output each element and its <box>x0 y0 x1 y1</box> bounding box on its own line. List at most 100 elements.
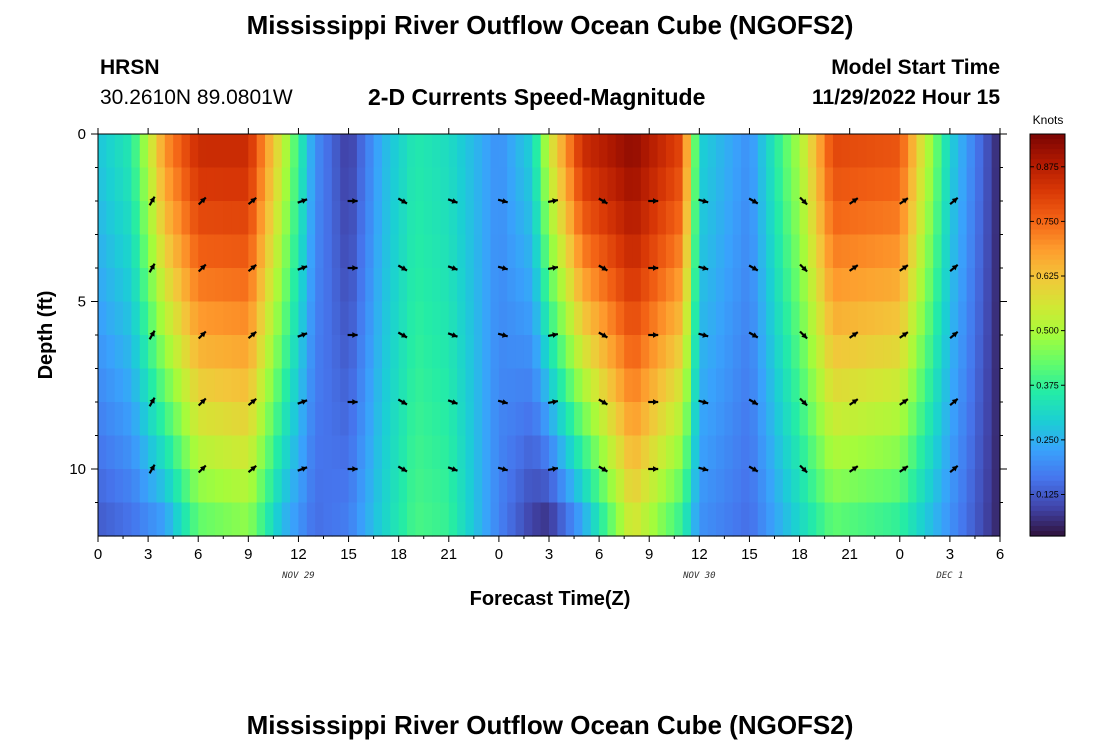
heatmap-cell <box>423 502 433 537</box>
heatmap-cell <box>114 234 124 269</box>
heatmap-cell <box>966 335 976 370</box>
heatmap-cell <box>181 234 191 269</box>
heatmap-cell <box>256 301 266 336</box>
heatmap-cell <box>741 335 751 370</box>
heatmap-cell <box>540 167 550 202</box>
heatmap-cell <box>657 301 667 336</box>
heatmap-cell <box>824 301 834 336</box>
heatmap-cell <box>782 268 792 303</box>
heatmap-cell <box>883 402 893 437</box>
heatmap-cell <box>774 301 784 336</box>
heatmap-cell <box>490 402 500 437</box>
heatmap-cell <box>883 435 893 470</box>
heatmap-cell <box>983 402 993 437</box>
heatmap-cell <box>373 234 383 269</box>
heatmap-cell <box>214 134 224 169</box>
heatmap-cell <box>908 268 918 303</box>
heatmap-cell <box>774 201 784 236</box>
heatmap-cell <box>724 134 734 169</box>
heatmap-cell <box>908 402 918 437</box>
heatmap-cell <box>557 201 567 236</box>
heatmap-cell <box>557 234 567 269</box>
heatmap-cell <box>231 469 241 504</box>
heatmap-cell <box>448 134 458 169</box>
heatmap-cell <box>231 368 241 403</box>
heatmap-cell <box>365 402 375 437</box>
heatmap-cell <box>883 335 893 370</box>
heatmap-cell <box>716 335 725 370</box>
heatmap-cell <box>724 268 734 303</box>
heatmap-cell <box>699 368 709 403</box>
heatmap-cell <box>774 335 784 370</box>
heatmap-cell <box>991 268 1001 303</box>
x-tick-label: 12 <box>691 546 708 563</box>
heatmap-cell <box>941 268 951 303</box>
heatmap-cell <box>849 402 859 437</box>
arrow-head <box>751 265 758 271</box>
heatmap-cell <box>173 234 183 269</box>
heatmap-cell <box>866 234 876 269</box>
heatmap-cell <box>523 201 533 236</box>
heatmap-cell <box>966 134 976 169</box>
heatmap-cell <box>256 469 266 504</box>
chart-title: Mississippi River Outflow Ocean Cube (NG… <box>246 10 854 40</box>
heatmap-cell <box>607 268 617 303</box>
colorbar-segment <box>1030 425 1065 432</box>
heatmap-cell <box>749 301 759 336</box>
heatmap-cell <box>565 469 575 504</box>
heatmap-cell <box>933 268 943 303</box>
heatmap-cell <box>365 234 375 269</box>
arrow-head <box>200 465 206 472</box>
current-arrow <box>148 196 156 206</box>
heatmap-cell <box>974 134 984 169</box>
heatmap-cell <box>231 435 241 470</box>
heatmap-cell <box>615 335 625 370</box>
heatmap-cell <box>432 435 442 470</box>
heatmap-cell <box>933 167 943 202</box>
heatmap-cell <box>933 435 943 470</box>
heatmap-cell <box>482 335 492 370</box>
heatmap-cell <box>415 234 425 269</box>
heatmap-cell <box>590 368 600 403</box>
heatmap-cell <box>490 234 500 269</box>
heatmap-cell <box>716 435 725 470</box>
heatmap-cell <box>273 435 283 470</box>
arrow-head <box>451 198 458 204</box>
heatmap-cell <box>123 368 133 403</box>
heatmap-cell <box>323 301 333 336</box>
heatmap-cell <box>983 268 993 303</box>
heatmap-cell <box>966 368 976 403</box>
heatmap-cell <box>699 502 709 537</box>
x-tick-label: 0 <box>896 546 904 563</box>
heatmap-cell <box>540 435 550 470</box>
heatmap-cell <box>323 502 333 537</box>
heatmap-cell <box>791 234 801 269</box>
x-tick-label: 15 <box>741 546 758 563</box>
heatmap-cell <box>640 502 650 537</box>
heatmap-cell <box>239 335 249 370</box>
heatmap-cell <box>273 201 283 236</box>
heatmap-cell <box>741 402 751 437</box>
colorbar-segment <box>1030 400 1065 406</box>
heatmap-cell <box>390 268 400 303</box>
heatmap-cell <box>164 335 174 370</box>
colorbar-segment <box>1030 204 1065 210</box>
heatmap-cell <box>398 167 408 202</box>
heatmap-cell <box>899 268 909 303</box>
heatmap-cell <box>582 134 592 169</box>
arrow-head <box>552 198 558 204</box>
heatmap-cell <box>206 268 216 303</box>
heatmap-cell <box>540 469 550 504</box>
heatmap-cell <box>515 335 525 370</box>
heatmap-cell <box>482 502 492 537</box>
heatmap-cell <box>214 301 224 336</box>
arrow-head <box>250 398 257 405</box>
heatmap-cell <box>774 402 784 437</box>
heatmap-cell <box>523 502 533 537</box>
heatmap-cell <box>732 502 742 537</box>
heatmap-cell <box>223 134 233 169</box>
heatmap-cell <box>440 435 450 470</box>
heatmap-cell <box>173 469 183 504</box>
heatmap-cell <box>724 201 734 236</box>
heatmap-cell <box>574 335 584 370</box>
